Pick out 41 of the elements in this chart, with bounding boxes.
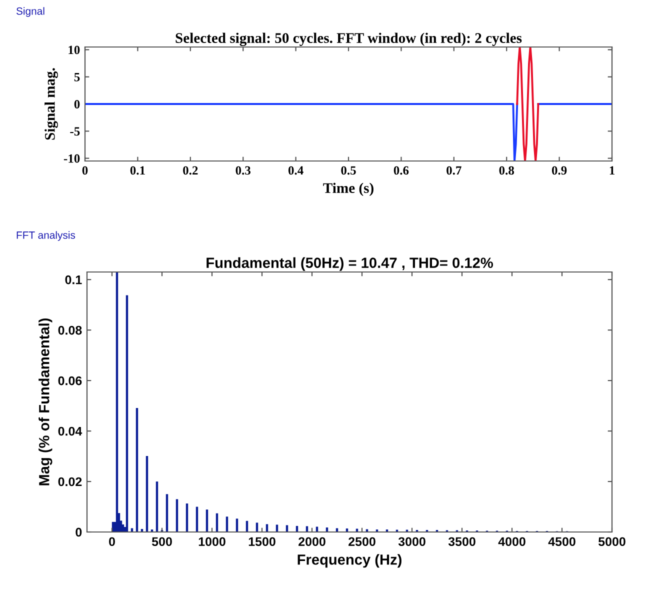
x-tick-label: 0.8	[499, 166, 514, 175]
x-tick-label: 3500	[448, 537, 476, 546]
x-tick-label: 2000	[298, 537, 326, 546]
text: Signal	[16, 7, 44, 17]
x-tick-label: 0.1	[130, 166, 145, 175]
x-tick-label: 3000	[398, 537, 426, 546]
y-tick-label: -10	[64, 154, 80, 163]
y-tick-label: 10	[68, 46, 80, 54]
y-tick-label: 0	[76, 528, 82, 537]
y-tick-label: 0.06	[58, 376, 82, 386]
y-tick-label: 0.1	[65, 275, 82, 284]
y-axis-title: Signal mag.	[44, 68, 58, 140]
y-tick-label: 5	[74, 73, 80, 82]
x-tick-label: 0.6	[394, 166, 409, 175]
x-tick-label: 500	[152, 537, 172, 546]
x-tick-label: 0.4	[288, 166, 304, 175]
x-tick-label: 0	[109, 537, 115, 546]
x-tick-label: 0.3	[236, 166, 250, 175]
x-tick-label: 4500	[548, 537, 576, 546]
x-tick-label: 0.7	[446, 166, 462, 175]
chart-title: Fundamental (50Hz) = 10.47 , THD= 0.12%	[206, 257, 493, 271]
y-tick-label: 0.02	[58, 477, 82, 486]
x-tick-label: 1	[610, 166, 614, 175]
x-axis-title: Time (s)	[323, 182, 374, 196]
x-tick-label: 0.5	[341, 166, 356, 175]
x-tick-label: 1500	[248, 537, 276, 546]
chart-title: Selected signal: 50 cycles. FFT window (in red): 2 cycles	[176, 32, 522, 46]
x-tick-label: 1000	[198, 537, 226, 546]
y-axis-title: Mag (% of Fundamental)	[38, 318, 52, 486]
x-axis-title: Frequency (Hz)	[298, 554, 402, 568]
x-tick-label: 0	[82, 166, 88, 175]
y-tick-label: -5	[70, 127, 80, 136]
x-tick-label: 0.9	[552, 166, 567, 175]
y-tick-label: 0.08	[58, 326, 82, 335]
y-tick-label: 0	[74, 100, 80, 108]
y-tick-label: 0.04	[58, 426, 82, 436]
x-tick-label: 2500	[348, 537, 376, 546]
x-tick-label: 5000	[598, 537, 626, 546]
text: FFT analysis	[16, 231, 76, 241]
x-tick-label: 0.2	[183, 166, 198, 175]
x-tick-label: 4000	[498, 537, 526, 546]
